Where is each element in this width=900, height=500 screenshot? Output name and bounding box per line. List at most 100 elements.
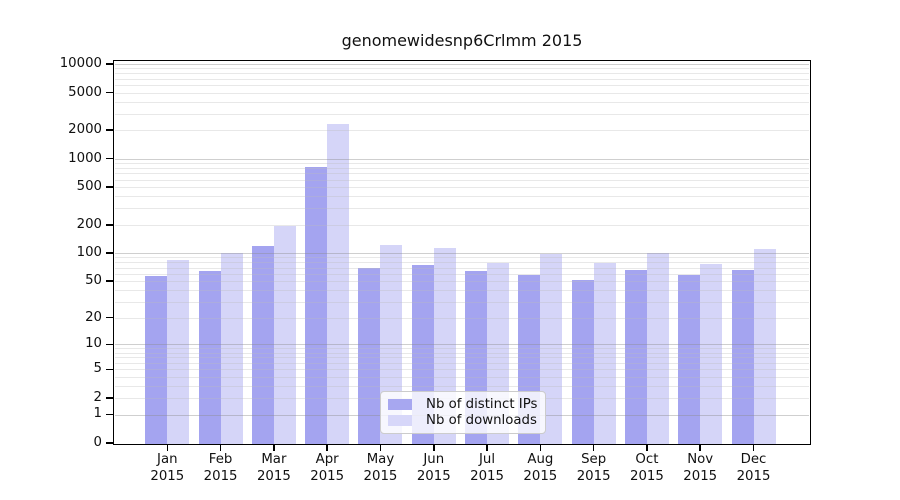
minor-gridline	[115, 85, 809, 86]
x-axis-tick	[539, 445, 542, 451]
minor-gridline	[115, 187, 809, 189]
minor-gridline	[115, 281, 809, 283]
year-label: 2015	[203, 468, 238, 484]
year-label: 2015	[256, 468, 291, 484]
y-axis-tick	[106, 186, 113, 188]
minor-gridline	[115, 362, 809, 364]
minor-gridline	[115, 357, 809, 359]
x-axis-tick	[219, 445, 222, 451]
minor-gridline	[115, 257, 809, 259]
minor-gridline	[115, 92, 809, 94]
y-axis-tick	[106, 129, 113, 131]
x-axis-tick-label: Nov 2015	[668, 452, 732, 485]
month-label: Mar	[261, 452, 287, 467]
x-axis-tick-label: Jul 2015	[455, 452, 519, 485]
minor-gridline	[115, 273, 809, 275]
bar-distinct-ips	[305, 167, 328, 444]
x-axis-tick-label: Mar 2015	[242, 452, 306, 485]
y-axis-tick-label: 5	[93, 361, 102, 377]
x-axis-tick	[433, 445, 435, 451]
y-axis-tick-label: 200	[76, 216, 102, 232]
minor-gridline	[115, 179, 809, 181]
y-axis-tick	[106, 343, 113, 346]
month-label: Aug	[527, 452, 554, 467]
year-label: 2015	[470, 468, 504, 484]
bar-distinct-ips	[145, 275, 168, 444]
bar-distinct-ips	[358, 267, 381, 444]
legend-label-downloads: Nb of downloads	[426, 413, 537, 429]
legend-swatch-distinct-ips-icon	[388, 398, 412, 410]
y-axis-tick	[106, 442, 113, 444]
bar-downloads	[646, 252, 669, 444]
minor-gridline	[115, 348, 809, 350]
minor-gridline	[115, 196, 809, 198]
year-label: 2015	[736, 468, 771, 484]
month-label: Jul	[479, 452, 496, 467]
month-label: May	[366, 452, 395, 467]
minor-gridline	[115, 173, 809, 175]
minor-gridline	[115, 163, 809, 164]
x-axis-tick	[486, 445, 488, 451]
y-axis-tick-label: 500	[76, 179, 102, 195]
year-label: 2015	[576, 468, 611, 484]
y-axis-tick-label: 2000	[68, 122, 102, 138]
x-axis-tick-label: Jun 2015	[402, 452, 466, 485]
month-label: Sep	[581, 452, 607, 467]
y-axis-tick-label: 5000	[68, 84, 102, 100]
legend-item-downloads: Nb of downloads	[388, 413, 538, 428]
year-label: 2015	[363, 468, 398, 484]
x-axis-tick	[699, 445, 701, 451]
chart-title: genomewidesnp6Crlmm 2015	[341, 31, 583, 50]
minor-gridline	[115, 262, 809, 264]
year-label: 2015	[523, 468, 558, 484]
minor-gridline	[115, 317, 809, 319]
minor-gridline	[115, 352, 809, 354]
y-axis-tick	[106, 252, 113, 254]
month-label: Oct	[635, 452, 659, 467]
month-label: Apr	[315, 452, 339, 467]
month-label: Jun	[423, 452, 445, 467]
y-axis-tick-label: 100	[76, 245, 102, 261]
legend: Nb of distinct IPs Nb of downloads	[380, 391, 546, 434]
bar-distinct-ips	[571, 280, 594, 444]
y-axis-tick	[106, 280, 113, 282]
y-axis-tick	[106, 224, 113, 226]
major-gridline	[115, 158, 809, 160]
month-label: Nov	[687, 452, 714, 467]
legend-swatch-downloads-icon	[388, 415, 412, 427]
x-axis-tick	[592, 445, 595, 451]
minor-gridline	[115, 224, 809, 226]
y-axis-tick-label: 2	[93, 389, 102, 405]
y-axis-tick-label: 0	[93, 435, 102, 450]
bar-distinct-ips	[251, 245, 274, 444]
x-axis-tick-label: Oct 2015	[615, 452, 679, 485]
x-axis-tick-label: Feb 2015	[189, 452, 253, 485]
x-axis-tick	[273, 445, 275, 451]
y-axis-tick-label: 1000	[68, 150, 102, 166]
minor-gridline	[115, 73, 809, 75]
bar-distinct-ips	[731, 269, 754, 444]
minor-gridline	[115, 78, 809, 80]
bar-downloads	[700, 264, 723, 444]
major-gridline	[115, 253, 809, 255]
x-axis-tick	[646, 445, 648, 451]
minor-gridline	[115, 290, 809, 292]
y-axis-tick-label: 10	[85, 336, 102, 352]
x-axis-tick	[326, 445, 328, 451]
x-axis-tick-label: Apr 2015	[295, 452, 359, 485]
year-label: 2015	[150, 468, 185, 484]
month-label: Dec	[740, 452, 767, 467]
minor-gridline	[115, 68, 809, 70]
x-axis-tick	[166, 445, 169, 451]
y-axis-tick	[106, 63, 113, 65]
y-axis-tick-label: 1	[93, 406, 102, 422]
month-label: Feb	[208, 452, 233, 467]
minor-gridline	[115, 113, 809, 115]
y-axis-tick-label: 10000	[59, 55, 102, 71]
bar-distinct-ips	[624, 269, 647, 444]
x-axis-tick	[379, 445, 382, 451]
y-axis-tick	[106, 91, 113, 94]
x-axis-tick-label: Aug 2015	[508, 452, 572, 485]
bar-distinct-ips	[678, 274, 701, 444]
